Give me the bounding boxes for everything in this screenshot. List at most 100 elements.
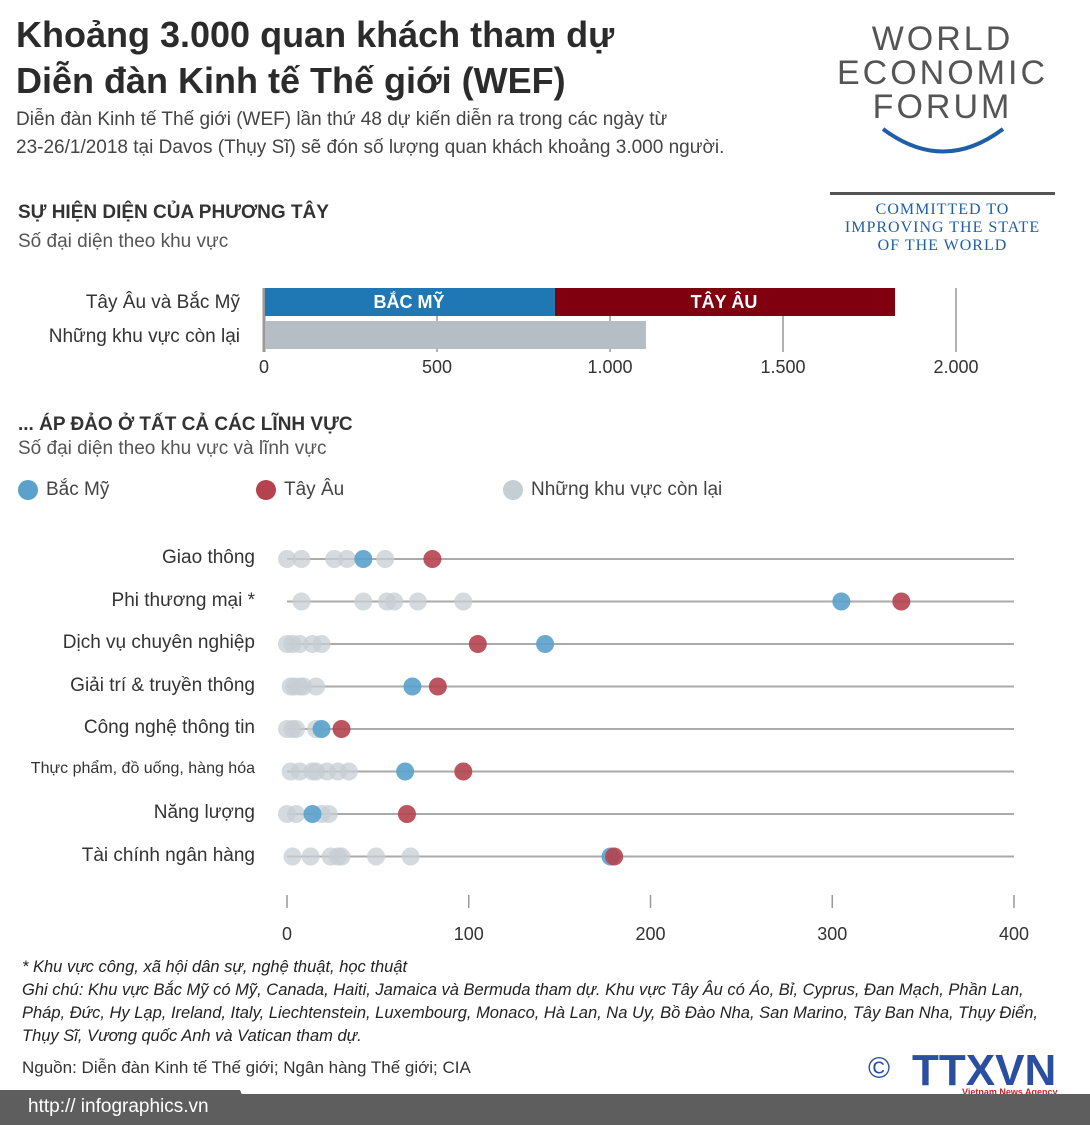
title-line-2: Diễn đàn Kinh tế Thế giới (WEF) [16,60,566,101]
dot-rest [401,847,420,866]
dot-north-america [403,677,422,696]
dot-rest [312,635,331,653]
legend-rest: Những khu vực còn lại [503,479,722,501]
bar-chart-title: SỰ HIỆN DIỆN CỦA PHƯƠNG TÂY [18,202,329,223]
page-title: Khoảng 3.000 quan khách tham dự Diễn đàn … [16,12,614,104]
legend-dot-icon [18,480,38,500]
dot-rest [290,762,309,781]
wef-logo: WORLD ECONOMIC FORUM [830,22,1055,170]
x-tick-label: 100 [453,924,484,944]
dot-north-america [303,805,322,823]
bar-segment [265,321,646,349]
ttxvn-subtitle: Vietnam News Agency [962,1087,1058,1097]
dot-rest [339,762,358,781]
dot-north-america [312,720,331,738]
row-label: Công nghệ thông tin [83,717,255,738]
x-tick-label: 500 [421,357,453,377]
ttxvn-logo: TTXVN [912,1046,1057,1095]
dot-chart-subtitle: Số đại diện theo khu vực và lĩnh vực [18,438,327,459]
footer-tab [0,1090,255,1125]
tagline-text: OF THE WORLD [877,237,1008,254]
dot-rest [278,550,296,568]
dot-rest [294,677,313,696]
dot-rest [307,677,326,696]
row-label: Giao thông [162,547,255,568]
bar-segment [554,288,896,316]
tagline-text: IMPROVING THE STATE [844,219,1041,236]
tagline-text: COMMITTED TO [875,201,1010,218]
x-tick-label: 1.000 [587,357,633,377]
dot-rest [325,550,344,568]
dot-north-america [396,762,415,781]
dot-western-europe [428,677,447,696]
copyright-icon: © [868,1052,891,1085]
dot-rest [454,592,473,611]
bar-category-label: Tây Âu và Bắc Mỹ [85,292,240,313]
dot-rest [385,592,404,611]
intro-line: Diễn đàn Kinh tế Thế giới (WEF) lần thứ … [16,109,668,130]
logo-arc-icon [881,127,1004,154]
title-line-1: Khoảng 3.000 quan khách tham dự [16,14,615,55]
bar-segment-label: BẮC MỸ [373,291,444,312]
logo-text: WORLD [871,20,1014,58]
dot-rest [290,635,309,653]
intro-line: 23-26/1/2018 tại Davos (Thụy Sĩ) sẽ đón … [16,137,725,158]
bar-chart: BẮC MỸ TÂY ÂU [262,288,957,352]
dot-rest [337,550,356,568]
footer-url[interactable]: http:// infographics.vn [28,1096,209,1117]
dot-western-europe [605,847,624,866]
legend-western-europe: Tây Âu [256,479,344,501]
legend-label: Bắc Mỹ [46,479,110,500]
row-label: Phi thương mại * [111,589,255,611]
legend-label: Những khu vực còn lại [531,479,723,500]
dot-chart [278,550,1015,908]
bar-category-label: Những khu vực còn lại [48,326,240,347]
dot-western-europe [468,635,487,653]
dot-north-america [536,635,555,653]
dot-rest [354,592,373,611]
dot-north-america [354,550,373,568]
general-note: Ghi chú: Khu vực Bắc Mỹ có Mỹ, Canada, H… [22,981,1038,1045]
dot-western-europe [397,805,416,823]
notes: * Khu vực công, xã hội dân sự, nghệ thuậ… [22,956,1062,1048]
x-tick-label: 300 [817,924,848,944]
wef-tagline: COMMITTED TO IMPROVING THE STATE OF THE WO… [830,192,1055,255]
logo-text: ECONOMIC [837,54,1048,92]
legend-dot-icon [256,480,276,500]
dot-rest [408,592,427,611]
x-tick-label: 2.000 [933,357,979,377]
dot-western-europe [423,550,442,568]
dot-north-america [832,592,851,611]
dot-rest [319,805,338,823]
x-tick-label: 1.500 [760,357,806,377]
bar-chart-subtitle: Số đại diện theo khu vực [18,231,229,252]
legend-north-america: Bắc Mỹ [18,479,109,501]
intro-text: Diễn đàn Kinh tế Thế giới (WEF) lần thứ … [16,106,724,162]
dot-western-europe [454,762,473,781]
dot-rest [283,847,302,866]
dot-rest [367,847,386,866]
x-tick-label: 0 [281,924,293,944]
source: Nguồn: Diễn đàn Kinh tế Thế giới; Ngân h… [22,1058,471,1077]
bar-segment [265,288,555,316]
row-label: Giải trí & truyền thông [70,674,255,696]
dot-chart-title: ... ÁP ĐẢO Ở TẤT CẢ CÁC LĨNH VỰC [18,414,353,435]
dot-rest [292,592,311,611]
x-tick-label: 400 [998,924,1030,944]
asterisk-note: * Khu vực công, xã hội dân sự, nghệ thuậ… [22,958,408,976]
dot-rest [287,805,306,823]
dot-western-europe [892,592,911,611]
dot-rest [301,847,320,866]
row-label: Dịch vụ chuyên nghiệp [62,632,255,653]
x-tick-label: 200 [635,924,666,944]
dot-rest [376,550,395,568]
dot-rest [332,847,351,866]
x-tick-label: 0 [258,357,270,377]
row-label: Thực phẩm, đồ uống, hàng hóa [30,759,255,777]
row-label: Năng lượng [153,802,255,823]
legend-label: Tây Âu [284,479,345,500]
dot-rest [292,550,311,568]
dot-western-europe [332,720,351,738]
row-label: Tài chính ngân hàng [81,844,255,866]
legend-dot-icon [503,480,523,500]
